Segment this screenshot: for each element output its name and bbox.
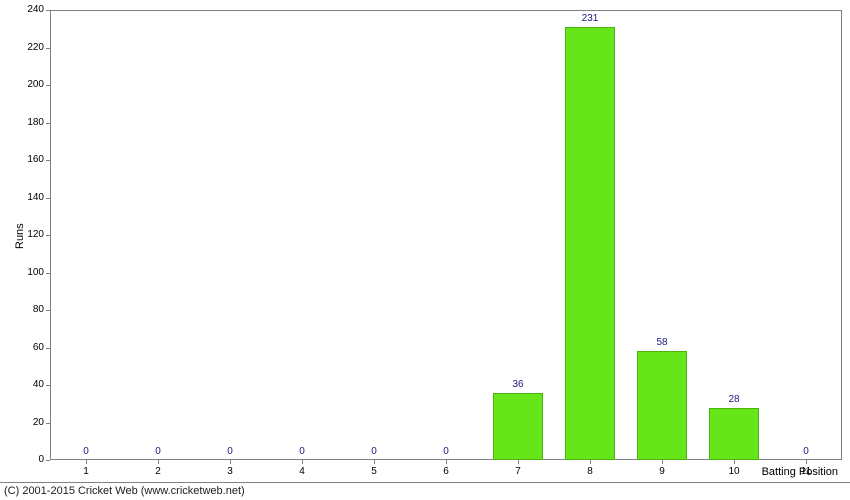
- y-tick-mark: [46, 198, 50, 199]
- x-tick-mark: [806, 460, 807, 464]
- y-tick-mark: [46, 310, 50, 311]
- y-tick-label: 40: [33, 379, 44, 390]
- x-tick-mark: [518, 460, 519, 464]
- chart-frame: 020406080100120140160180200220240 123456…: [0, 0, 850, 500]
- y-tick-label: 140: [27, 192, 44, 203]
- bar: [493, 393, 543, 461]
- x-tick-label: 9: [647, 466, 677, 477]
- x-tick-mark: [230, 460, 231, 464]
- y-tick-mark: [46, 460, 50, 461]
- bar-value-label: 0: [133, 446, 183, 457]
- y-tick-mark: [46, 123, 50, 124]
- bar: [565, 27, 615, 460]
- y-tick-label: 60: [33, 342, 44, 353]
- bar-value-label: 28: [709, 394, 759, 405]
- x-axis-label: Batting Position: [762, 466, 838, 478]
- y-tick-mark: [46, 48, 50, 49]
- y-tick-mark: [46, 423, 50, 424]
- x-tick-label: 6: [431, 466, 461, 477]
- y-tick-label: 220: [27, 42, 44, 53]
- y-tick-label: 200: [27, 79, 44, 90]
- y-tick-label: 180: [27, 117, 44, 128]
- footer-divider: [0, 482, 850, 483]
- plot-area: [50, 10, 842, 460]
- bar-value-label: 0: [781, 446, 831, 457]
- y-tick-label: 120: [27, 229, 44, 240]
- y-axis-label: Runs: [14, 223, 26, 249]
- y-tick-mark: [46, 85, 50, 86]
- y-tick-mark: [46, 348, 50, 349]
- y-tick-label: 20: [33, 417, 44, 428]
- x-tick-mark: [86, 460, 87, 464]
- y-tick-mark: [46, 10, 50, 11]
- y-tick-label: 240: [27, 4, 44, 15]
- x-tick-mark: [446, 460, 447, 464]
- y-tick-label: 80: [33, 304, 44, 315]
- x-tick-label: 10: [719, 466, 749, 477]
- x-tick-label: 8: [575, 466, 605, 477]
- y-tick-label: 160: [27, 154, 44, 165]
- y-tick-mark: [46, 273, 50, 274]
- y-tick-label: 0: [38, 454, 44, 465]
- x-tick-label: 1: [71, 466, 101, 477]
- bar-value-label: 0: [277, 446, 327, 457]
- x-tick-mark: [302, 460, 303, 464]
- y-tick-label: 100: [27, 267, 44, 278]
- x-tick-mark: [590, 460, 591, 464]
- x-tick-label: 2: [143, 466, 173, 477]
- bar-value-label: 0: [349, 446, 399, 457]
- x-tick-label: 7: [503, 466, 533, 477]
- y-tick-mark: [46, 160, 50, 161]
- bar-value-label: 36: [493, 379, 543, 390]
- bar: [709, 408, 759, 461]
- x-tick-label: 4: [287, 466, 317, 477]
- x-tick-label: 3: [215, 466, 245, 477]
- y-tick-mark: [46, 235, 50, 236]
- x-tick-label: 5: [359, 466, 389, 477]
- x-tick-mark: [662, 460, 663, 464]
- footer-text: (C) 2001-2015 Cricket Web (www.cricketwe…: [4, 485, 245, 497]
- y-tick-mark: [46, 385, 50, 386]
- x-tick-mark: [734, 460, 735, 464]
- bar: [637, 351, 687, 460]
- bar-value-label: 0: [61, 446, 111, 457]
- x-tick-mark: [158, 460, 159, 464]
- bar-value-label: 0: [421, 446, 471, 457]
- x-tick-mark: [374, 460, 375, 464]
- bar-value-label: 58: [637, 337, 687, 348]
- bar-value-label: 231: [565, 13, 615, 24]
- bar-value-label: 0: [205, 446, 255, 457]
